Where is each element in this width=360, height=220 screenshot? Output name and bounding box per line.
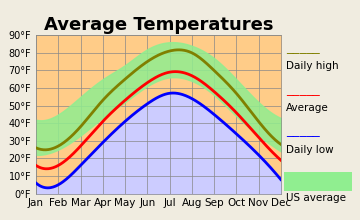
Text: Daily high: Daily high: [286, 61, 339, 71]
Text: ─────: ─────: [286, 48, 320, 58]
Text: Average: Average: [286, 103, 329, 113]
Text: ─────: ─────: [286, 131, 320, 141]
Text: Daily low: Daily low: [286, 145, 334, 155]
Text: US average: US average: [286, 193, 346, 203]
Title: Average Temperatures: Average Temperatures: [44, 16, 273, 34]
Text: ─────: ─────: [286, 90, 320, 100]
